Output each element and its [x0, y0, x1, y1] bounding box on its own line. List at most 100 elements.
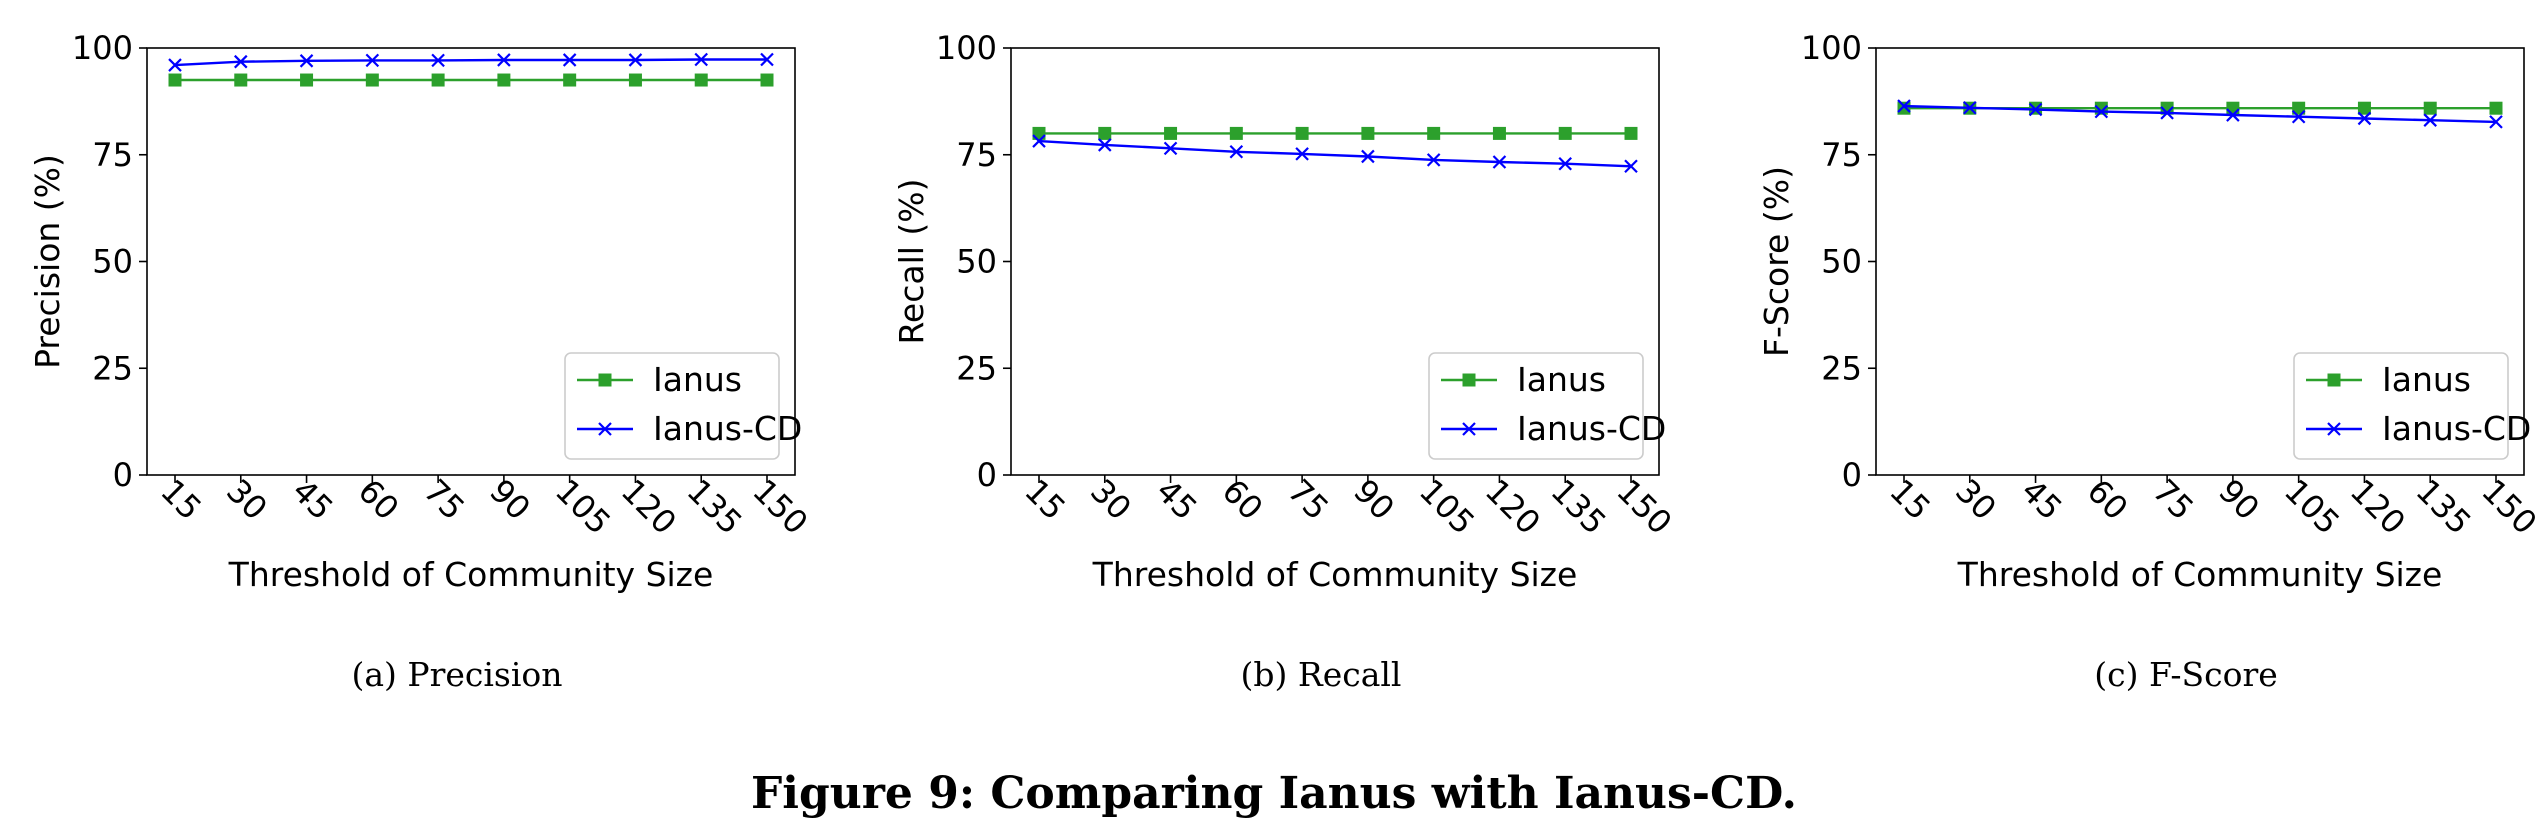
x-tick-label: 105	[2277, 472, 2347, 542]
series-line-ianus-cd	[1903, 104, 2497, 124]
data-point-ianus-cd	[2291, 109, 2306, 124]
data-point-ianus-cd	[1163, 141, 1178, 156]
legend: Ianus Ianus-CD	[2293, 352, 2531, 460]
data-point-ianus-cd	[1897, 99, 1911, 113]
x-tick-label: 90	[1346, 472, 1402, 528]
x-tick-label: 135	[680, 472, 750, 542]
data-point-ianus	[497, 73, 511, 87]
data-point-ianus	[1229, 126, 1243, 140]
x-tick-label: 150	[2474, 472, 2544, 542]
x-tick-label: 60	[351, 472, 407, 528]
y-tick-label: 0	[1842, 456, 1862, 494]
data-point-ianus-cd	[1624, 159, 1638, 174]
y-tick-label: 50	[1821, 243, 1862, 281]
x-tick-label: 75	[416, 472, 472, 528]
data-point-ianus	[2357, 101, 2371, 115]
data-point-ianus-cd	[2226, 108, 2240, 122]
y-tick-label: 75	[92, 136, 133, 174]
x-tick-label: 45	[2014, 472, 2070, 528]
data-point-ianus	[300, 73, 314, 87]
x-tick-label: 150	[1609, 472, 1679, 542]
data-point-ianus	[431, 73, 445, 87]
data-point-ianus	[760, 73, 774, 87]
x-tick-label: 90	[2211, 472, 2267, 528]
data-point-ianus-cd	[2357, 111, 2372, 126]
data-point-ianus-cd	[2094, 104, 2109, 119]
x-axis-label: Threshold of Community Size	[1092, 555, 1578, 594]
data-point-ianus	[2423, 101, 2437, 115]
legend-label: Ianus-CD	[2382, 409, 2531, 448]
data-point-ianus-cd	[431, 53, 445, 68]
data-point-ianus	[234, 73, 248, 87]
x-tick-label: 90	[482, 472, 538, 528]
data-point-ianus	[1098, 126, 1112, 140]
y-axis-label: Recall (%)	[892, 178, 931, 344]
y-tick-label: 50	[92, 243, 133, 281]
x-tick-label: 120	[2343, 472, 2413, 542]
series-line-ianus-cd	[1038, 139, 1632, 168]
x-tick-label: 60	[1215, 472, 1271, 528]
x-tick-label: 30	[1083, 472, 1139, 528]
x-tick-label: 45	[285, 472, 341, 528]
data-point-ianus-cd	[365, 53, 380, 68]
data-point-ianus-cd	[628, 53, 643, 67]
y-tick-label: 50	[956, 243, 997, 281]
data-point-ianus-cd	[168, 58, 182, 72]
data-point-ianus-cd	[1492, 155, 1507, 169]
y-tick-label: 75	[956, 136, 997, 174]
data-point-ianus-cd	[1426, 153, 1441, 167]
x-tick-label: 75	[1280, 472, 1336, 528]
legend-marker	[2327, 422, 2341, 436]
x-tick-label: 105	[548, 472, 618, 542]
legend-marker	[2327, 373, 2341, 387]
data-point-ianus	[2292, 101, 2306, 115]
x-tick-label: 15	[1882, 472, 1938, 528]
data-point-ianus-cd	[2489, 115, 2503, 129]
subfigure-caption: (c) F-Score	[2094, 655, 2278, 694]
y-tick-label: 0	[113, 456, 133, 494]
y-axis-label: Precision (%)	[28, 154, 67, 369]
legend-label: Ianus	[653, 360, 742, 399]
data-point-ianus	[1427, 126, 1441, 140]
legend-marker	[1462, 422, 1476, 436]
x-tick-label: 30	[219, 472, 275, 528]
y-tick-label: 25	[1821, 349, 1862, 387]
x-tick-label: 30	[1948, 472, 2004, 528]
data-point-ianus-cd	[1295, 147, 1309, 161]
x-tick-label: 120	[1478, 472, 1548, 542]
data-point-ianus-cd	[760, 52, 774, 67]
data-point-ianus-cd	[1229, 144, 1244, 159]
subfigure-caption: (a) Precision	[351, 655, 562, 694]
legend-marker	[598, 422, 612, 436]
data-point-ianus-cd	[1098, 138, 1112, 152]
x-axis-label: Threshold of Community Size	[1957, 555, 2443, 594]
data-point-ianus-cd	[299, 54, 314, 68]
x-tick-label: 135	[2409, 472, 2479, 542]
data-point-ianus	[2226, 101, 2240, 115]
data-point-ianus	[365, 73, 379, 87]
data-point-ianus-cd	[497, 53, 511, 67]
data-point-ianus	[563, 73, 577, 87]
x-tick-label: 105	[1412, 472, 1482, 542]
series-line-ianus-cd	[174, 58, 767, 67]
data-point-ianus	[1897, 101, 1911, 115]
legend-label: Ianus-CD	[653, 409, 802, 448]
y-tick-label: 100	[1801, 29, 1862, 67]
data-point-ianus	[168, 73, 182, 87]
data-point-ianus	[2489, 101, 2503, 115]
y-axis-label: F-Score (%)	[1757, 166, 1796, 357]
data-point-ianus-cd	[2423, 113, 2437, 127]
data-point-ianus-cd	[694, 52, 708, 67]
data-point-ianus-cd	[2028, 102, 2043, 117]
data-point-ianus-cd	[1361, 149, 1375, 164]
legend-label: Ianus-CD	[1517, 409, 1666, 448]
data-point-ianus-cd	[2160, 106, 2174, 120]
data-point-ianus	[2160, 101, 2174, 115]
data-point-ianus-cd	[1963, 101, 1977, 115]
data-point-ianus	[1361, 126, 1375, 140]
data-point-ianus-cd	[234, 54, 248, 69]
y-tick-label: 100	[936, 29, 997, 67]
